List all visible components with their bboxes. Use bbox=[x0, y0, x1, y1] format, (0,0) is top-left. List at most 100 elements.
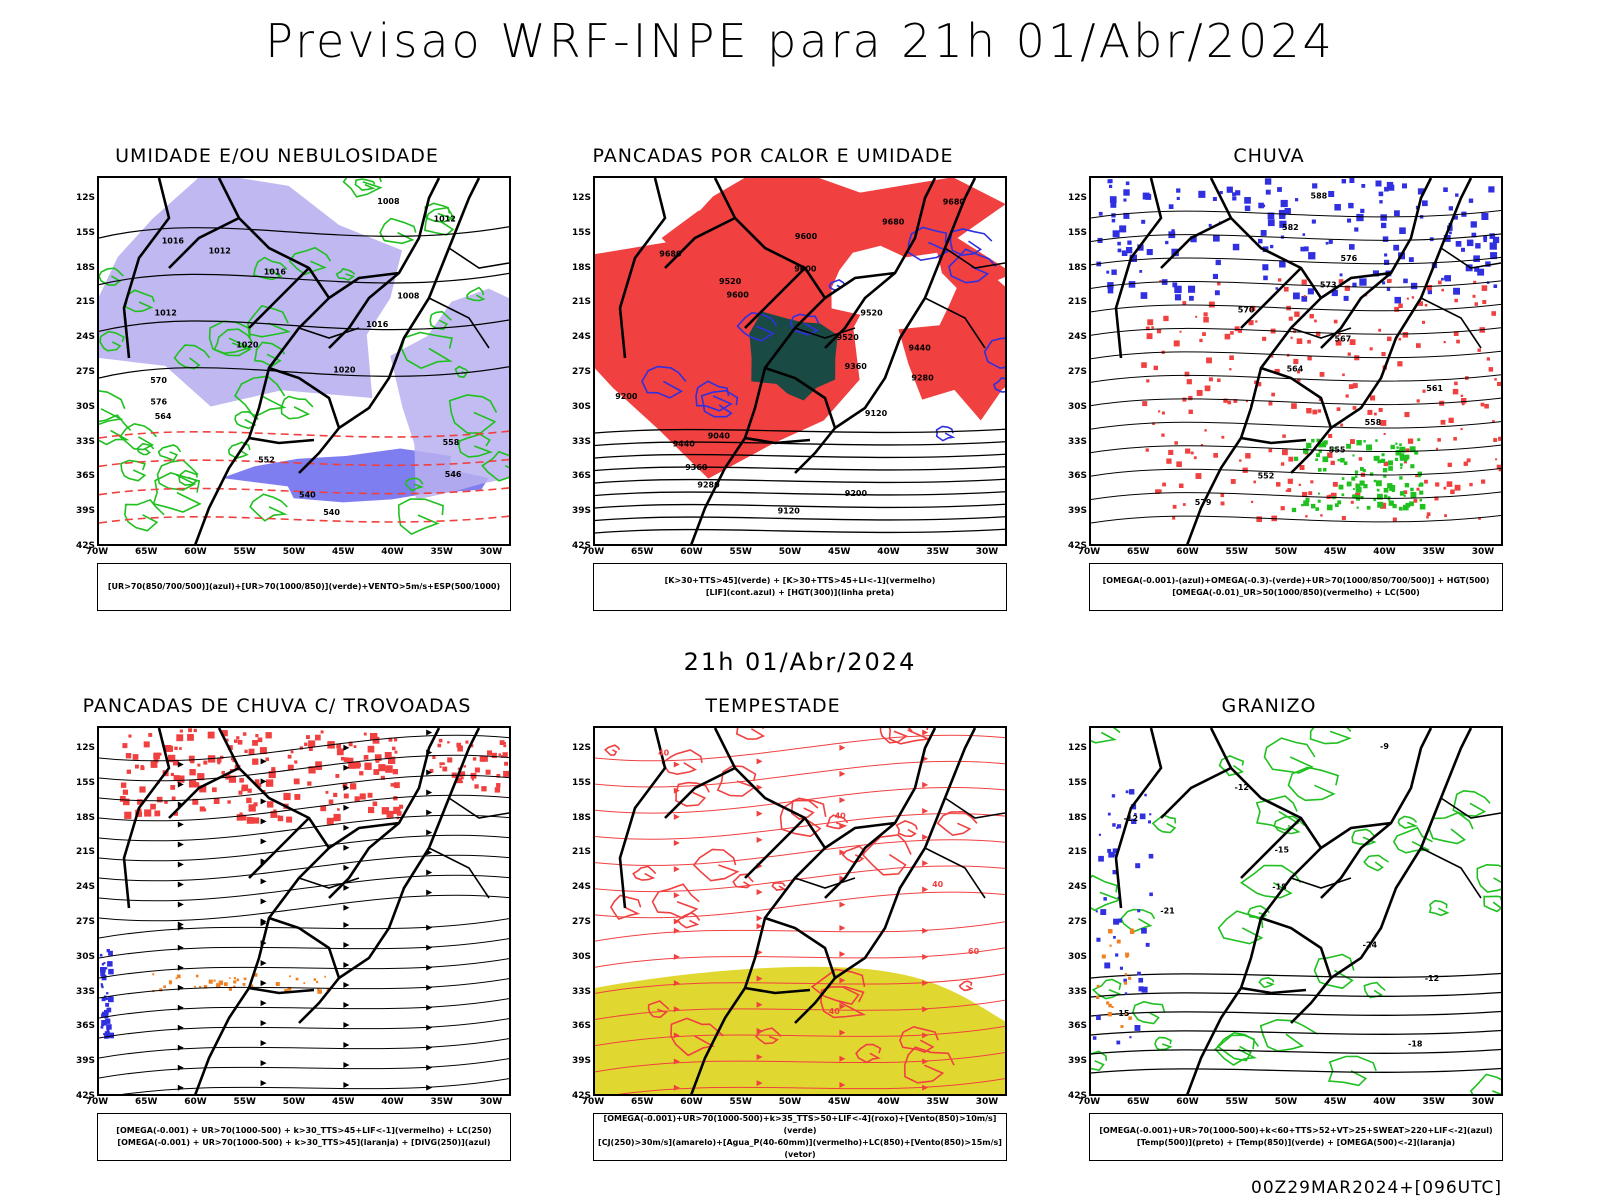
speckle bbox=[236, 978, 240, 982]
speckle bbox=[173, 775, 180, 782]
speckle bbox=[1139, 270, 1143, 273]
lat-tick-label: 21S bbox=[1067, 297, 1087, 308]
speckle bbox=[1141, 927, 1147, 934]
speckle bbox=[1409, 446, 1416, 453]
speckle bbox=[1367, 409, 1373, 415]
speckle bbox=[1323, 440, 1328, 445]
speckle bbox=[154, 810, 161, 817]
speckle bbox=[1299, 465, 1305, 470]
lon-tick-label: 50W bbox=[1274, 1097, 1298, 1107]
speckle bbox=[173, 759, 179, 766]
speckle bbox=[100, 1025, 104, 1029]
speckle bbox=[1219, 191, 1223, 195]
lat-tick-label: 27S bbox=[75, 917, 95, 927]
contour-line bbox=[1091, 327, 1501, 336]
contour-label: 1016 bbox=[162, 237, 185, 246]
speckle bbox=[233, 985, 236, 988]
speckle bbox=[1438, 280, 1442, 285]
contour-label: 9680 bbox=[659, 250, 682, 259]
speckle bbox=[1134, 813, 1137, 816]
speckle bbox=[1359, 278, 1367, 286]
contour-loop bbox=[458, 433, 493, 458]
speckle bbox=[148, 733, 153, 737]
speckle bbox=[268, 770, 276, 779]
contour-line bbox=[1091, 1048, 1501, 1055]
contour-loop bbox=[234, 375, 287, 419]
contour-line bbox=[1091, 350, 1501, 360]
speckle bbox=[1131, 818, 1137, 824]
contour-line bbox=[595, 503, 1005, 509]
contour-loop bbox=[1151, 813, 1177, 834]
speckle bbox=[1125, 952, 1130, 957]
speckle bbox=[510, 770, 511, 774]
speckle bbox=[1341, 516, 1346, 521]
speckle bbox=[1349, 339, 1356, 345]
streamline bbox=[99, 834, 509, 862]
speckle bbox=[227, 745, 233, 750]
streamline bbox=[99, 774, 509, 802]
speckle bbox=[1129, 254, 1137, 262]
lon-tick-label: 55W bbox=[1225, 547, 1248, 557]
lat-tick-label: 30S bbox=[571, 401, 591, 412]
latitude-axis: 12S 15S 18S 21S 24S 27S 30S 33S 36S 39S 42S bbox=[543, 176, 591, 551]
contour-line bbox=[1091, 1029, 1501, 1036]
contour-label: 40 bbox=[835, 811, 847, 820]
streamline-arrow bbox=[343, 1081, 350, 1088]
speckle bbox=[1156, 329, 1162, 334]
speckle bbox=[1340, 457, 1345, 463]
lat-tick-label: 24S bbox=[1067, 332, 1087, 343]
speckle bbox=[1483, 238, 1487, 243]
contour-label: 576 bbox=[1341, 254, 1358, 263]
legend-line: [OMEGA(-0.01)_UR>50(1000/850)(vermelho) … bbox=[1172, 588, 1420, 597]
panel-tempestade: TEMPESTADE 12S 15S 18S 21S 24S 27S 30S 33S 36S 39… bbox=[533, 695, 1013, 1175]
speckle bbox=[333, 813, 341, 822]
speckle bbox=[1387, 278, 1392, 283]
speckle bbox=[1328, 239, 1333, 244]
streamline bbox=[617, 1078, 1005, 1094]
panel-title: TEMPESTADE bbox=[705, 695, 841, 717]
temp850-contours bbox=[1091, 728, 1501, 1094]
speckle bbox=[255, 734, 259, 738]
speckle bbox=[224, 982, 228, 986]
speckle bbox=[1383, 432, 1386, 435]
speckle bbox=[503, 770, 509, 777]
contour-label: -15 bbox=[1115, 1009, 1130, 1018]
speckle bbox=[1128, 976, 1132, 980]
streamline-arrow bbox=[177, 841, 184, 848]
speckle bbox=[1262, 336, 1267, 341]
speckle bbox=[1302, 233, 1306, 236]
streamline-arrow bbox=[343, 864, 350, 871]
speckle bbox=[1258, 202, 1264, 209]
speckle bbox=[485, 769, 491, 775]
speckle bbox=[1152, 422, 1155, 425]
speckle bbox=[320, 805, 327, 812]
speckle bbox=[1482, 300, 1487, 304]
speckle bbox=[1158, 410, 1161, 413]
speckle bbox=[1398, 337, 1402, 341]
lon-tick-label: 55W bbox=[729, 1097, 752, 1107]
streamline-arrow bbox=[426, 924, 433, 931]
speckle bbox=[100, 984, 104, 987]
speckle bbox=[275, 982, 280, 986]
speckle bbox=[1390, 487, 1393, 490]
speckle bbox=[1355, 486, 1362, 493]
streamline-arrow bbox=[756, 1054, 763, 1061]
streamline bbox=[99, 998, 509, 1019]
speckle bbox=[1106, 1001, 1110, 1005]
speckle bbox=[1419, 503, 1426, 510]
contour-loop bbox=[99, 330, 125, 352]
speckle bbox=[294, 794, 301, 800]
lon-tick-label: 70W bbox=[1077, 547, 1101, 557]
lat-tick-label: 15S bbox=[1067, 777, 1087, 788]
contour-loop bbox=[983, 337, 1005, 370]
speckle bbox=[1254, 380, 1258, 385]
speckle bbox=[1331, 289, 1338, 297]
speckle bbox=[150, 803, 156, 810]
speckle bbox=[1377, 493, 1383, 500]
speckle bbox=[1380, 420, 1387, 426]
contour-line bbox=[595, 441, 1005, 447]
speckle bbox=[1291, 507, 1297, 513]
streamline-arrow bbox=[260, 1020, 267, 1027]
speckle bbox=[1250, 305, 1256, 311]
speckle bbox=[1443, 341, 1446, 344]
